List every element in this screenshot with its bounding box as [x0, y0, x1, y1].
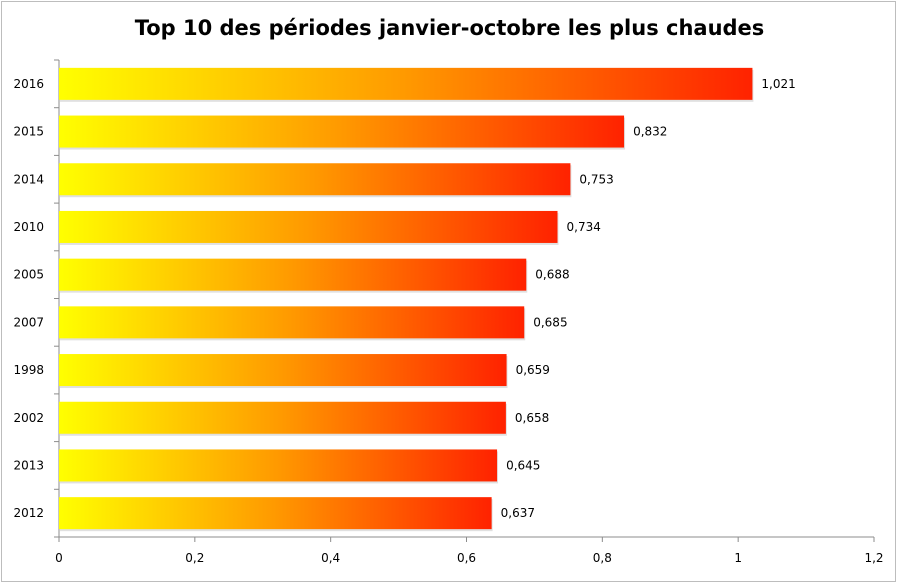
bar: [59, 115, 625, 148]
data-label: 0,637: [501, 506, 535, 520]
bar: [59, 354, 507, 387]
category-label: 2015: [13, 125, 44, 139]
data-label: 0,659: [516, 363, 550, 377]
bar: [59, 163, 571, 196]
bar: [59, 497, 492, 530]
data-label: 0,832: [633, 125, 667, 139]
x-tick-label: 0,8: [593, 551, 612, 565]
category-label: 2005: [13, 268, 44, 282]
bar: [59, 210, 558, 243]
x-tick-label: 0,4: [321, 551, 340, 565]
category-label: 2002: [13, 411, 44, 425]
bar: [59, 449, 498, 482]
bar: [59, 67, 753, 100]
bar: [59, 401, 506, 434]
category-label: 1998: [13, 363, 44, 377]
x-tick-label: 0,2: [185, 551, 204, 565]
category-label: 2014: [13, 172, 44, 186]
bar: [59, 306, 525, 339]
category-label: 2007: [13, 315, 44, 329]
x-tick-label: 1,2: [864, 551, 883, 565]
data-label: 0,688: [535, 268, 569, 282]
x-tick-label: 0: [55, 551, 63, 565]
x-tick-label: 0,6: [457, 551, 476, 565]
data-label: 0,734: [567, 220, 601, 234]
category-label: 2016: [13, 77, 44, 91]
data-label: 1,021: [761, 77, 795, 91]
category-label: 2013: [13, 458, 44, 472]
chart-title: Top 10 des périodes janvier-octobre les …: [134, 16, 765, 40]
bar: [59, 258, 527, 291]
data-label: 0,753: [579, 172, 613, 186]
data-label: 0,685: [533, 315, 567, 329]
data-label: 0,645: [506, 458, 540, 472]
category-label: 2010: [13, 220, 44, 234]
category-label: 2012: [13, 506, 44, 520]
data-label: 0,658: [515, 411, 549, 425]
x-tick-label: 1: [734, 551, 742, 565]
